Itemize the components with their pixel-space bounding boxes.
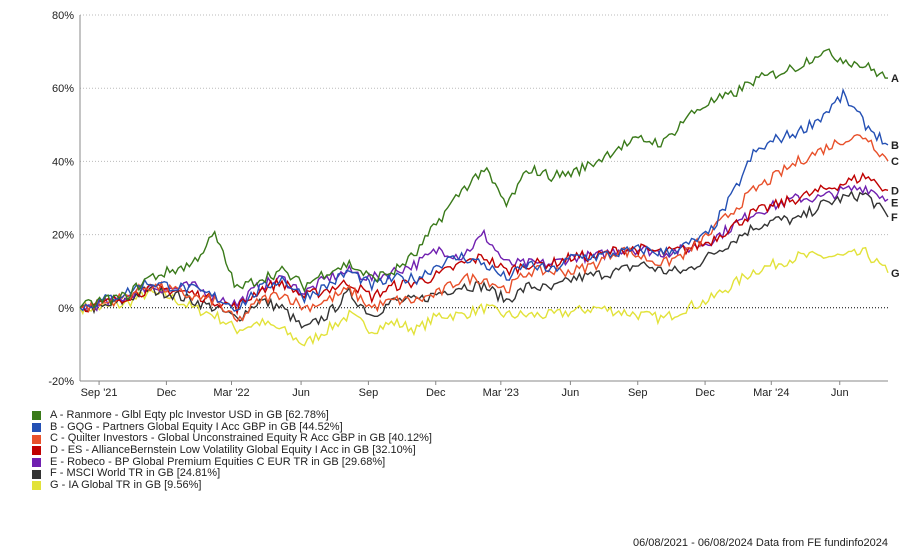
- y-tick-label: 0%: [58, 303, 74, 315]
- legend-label: A - Ranmore - Glbl Eqty plc Investor USD…: [50, 409, 329, 421]
- legend-swatch: [32, 411, 41, 421]
- legend-label: F - MSCI World TR in GB [24.81%]: [50, 467, 221, 480]
- x-tick-label: Sep '21: [81, 387, 118, 399]
- legend-label: B - GQG - Partners Global Equity I Acc G…: [50, 420, 343, 433]
- y-tick-label: 40%: [52, 156, 74, 168]
- y-tick-label: 80%: [52, 10, 74, 22]
- legend-item: G - IA Global TR in GB [9.56%]: [32, 479, 432, 492]
- x-tick-label: Mar '23: [483, 387, 519, 399]
- legend-item: C - Quilter Investors - Global Unconstra…: [32, 433, 432, 445]
- series-end-label: F: [891, 212, 898, 224]
- series-line-E: [79, 184, 889, 312]
- x-tick-label: Mar '24: [753, 387, 789, 399]
- x-tick-label: Jun: [562, 387, 580, 399]
- series-end-label: G: [891, 268, 900, 280]
- legend-label: E - Robeco - BP Global Premium Equities …: [50, 455, 386, 468]
- legend-swatch: [32, 434, 41, 444]
- series-end-label: D: [891, 185, 899, 197]
- x-tick-label: Dec: [426, 387, 446, 399]
- legend-item: F - MSCI World TR in GB [24.81%]: [32, 468, 432, 480]
- footer-source: 06/08/2021 - 06/08/2024 Data from FE fun…: [632, 537, 888, 549]
- y-tick-label: 20%: [52, 230, 74, 242]
- series-line-A: [79, 48, 889, 310]
- legend-item: E - Robeco - BP Global Premium Equities …: [32, 455, 432, 469]
- series-end-label: C: [891, 156, 899, 168]
- x-tick-label: Dec: [157, 387, 177, 399]
- legend-label: C - Quilter Investors - Global Unconstra…: [50, 432, 432, 445]
- legend-item: A - Ranmore - Glbl Eqty plc Investor USD…: [32, 409, 432, 422]
- series-line-G: [79, 246, 889, 347]
- series-end-label: A: [891, 73, 899, 85]
- series-end-label: B: [891, 140, 899, 152]
- legend-item: B - GQG - Partners Global Equity I Acc G…: [32, 420, 432, 434]
- series-line-D: [79, 171, 889, 316]
- y-tick-label: -20%: [48, 376, 74, 388]
- x-tick-label: Jun: [292, 387, 310, 399]
- series-line-F: [79, 190, 889, 329]
- legend-label: D - ES - AllianceBernstein Low Volatilit…: [50, 444, 416, 457]
- series-line-B: [79, 87, 889, 312]
- x-tick-label: Mar '22: [213, 387, 249, 399]
- x-tick-label: Sep: [359, 387, 379, 399]
- legend-swatch: [32, 458, 41, 468]
- line-chart: -20% 0% 20% 40% 60% 80% Sep '21 Dec Mar '22 Jun Se…: [48, 10, 900, 399]
- legend: A - Ranmore - Glbl Eqty plc Investor USD…: [32, 409, 432, 492]
- x-tick-label: Jun: [831, 387, 849, 399]
- legend-swatch: [32, 423, 41, 433]
- series-end-label: E: [891, 197, 898, 209]
- series-line-C: [79, 133, 889, 323]
- legend-swatch: [32, 446, 41, 456]
- x-tick-label: Sep: [628, 387, 648, 399]
- y-tick-label: 60%: [52, 83, 74, 95]
- legend-item: D - ES - AllianceBernstein Low Volatilit…: [32, 444, 432, 457]
- legend-swatch: [32, 481, 41, 491]
- legend-swatch: [32, 469, 41, 479]
- x-tick-label: Dec: [695, 387, 715, 399]
- legend-label: G - IA Global TR in GB [9.56%]: [50, 479, 202, 492]
